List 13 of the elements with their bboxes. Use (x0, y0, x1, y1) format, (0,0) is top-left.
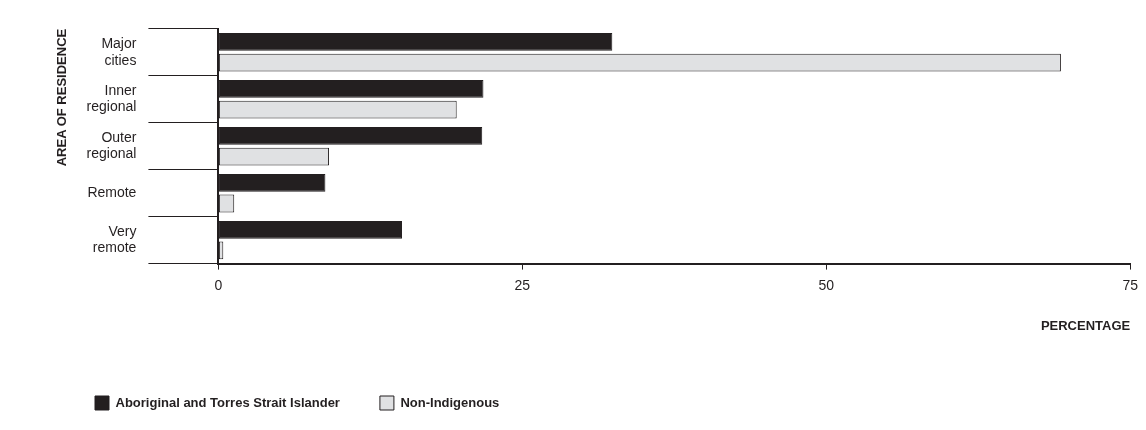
y-tick-label: Major cities (101, 34, 137, 68)
y-tick-label: Inner regional (86, 81, 137, 115)
x-axis-title: PERCENTAGE (1040, 317, 1131, 333)
x-tick-label: 75 (1122, 276, 1139, 293)
x-tick-label: 25 (514, 276, 531, 293)
legend-label: Aboriginal and Torres Strait Islander (115, 394, 340, 410)
y-tick-label: Remote (87, 184, 137, 201)
y-tick-label: Outer regional (86, 128, 137, 162)
x-tick-label: 0 (214, 276, 223, 293)
y-tick-label: Very remote (92, 222, 137, 256)
x-tick-label: 50 (818, 276, 835, 293)
legend-label: Non-Indigenous (400, 394, 500, 410)
y-axis-title: AREA OF RESIDENCE (54, 28, 70, 167)
